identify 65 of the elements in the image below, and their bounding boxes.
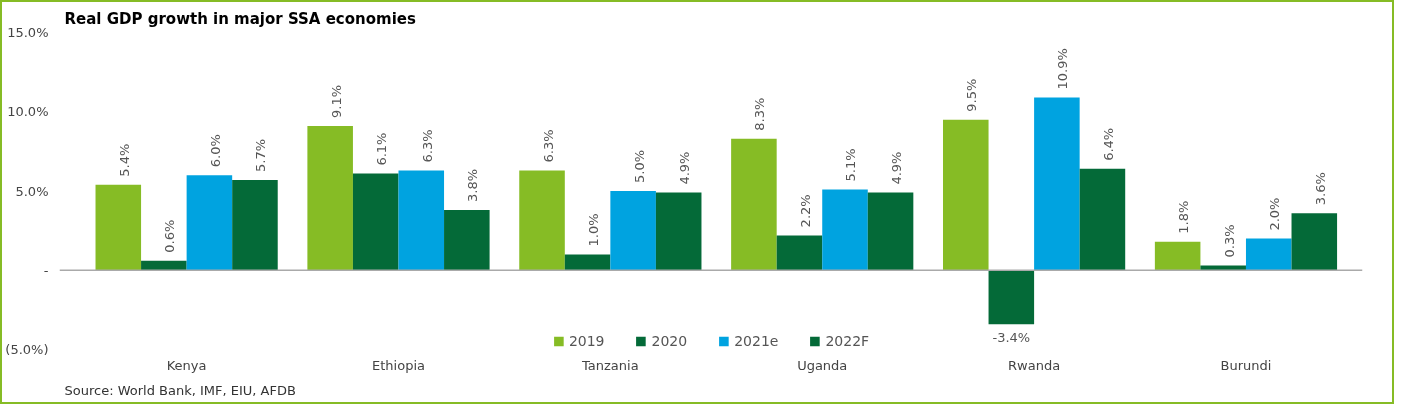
bar (95, 184, 142, 271)
data-label: 4.9% (677, 151, 693, 185)
bar (943, 119, 989, 271)
x-tick-label: Kenya (166, 357, 207, 373)
bar (444, 210, 490, 271)
x-tick-label: Ethiopia (372, 357, 425, 373)
bar (186, 175, 233, 271)
data-label: 1.8% (1176, 200, 1192, 234)
bar (867, 192, 914, 271)
data-label: 8.3% (752, 97, 768, 131)
bar (1079, 168, 1126, 271)
data-label: 5.4% (116, 143, 132, 177)
data-label: 2.0% (1267, 197, 1283, 231)
data-label: 0.6% (162, 219, 178, 253)
data-label: 5.7% (253, 138, 269, 172)
data-label: 9.1% (328, 84, 344, 119)
bar (519, 170, 565, 271)
data-label: 6.4% (1100, 127, 1116, 161)
bar (988, 270, 1035, 325)
data-label: 2.2% (797, 194, 813, 228)
data-label: 3.6% (1312, 172, 1328, 206)
x-tick-label: Rwanda (1008, 357, 1061, 373)
bar (655, 192, 702, 271)
bar (1034, 97, 1080, 271)
legend-label: 2019 (568, 333, 605, 349)
x-tick-label: Burundi (1220, 357, 1272, 373)
data-label: 5.1% (843, 148, 859, 182)
bar (776, 235, 823, 271)
data-label: 6.0% (207, 134, 223, 168)
y-tick-label: 15.0% (7, 25, 49, 40)
bar (307, 126, 353, 271)
bar (141, 260, 187, 271)
legend-label: 2020 (651, 333, 688, 349)
data-label: -3.4% (992, 330, 1031, 346)
legend-label: 2021e (734, 333, 779, 349)
y-tick-label: 10.0% (7, 104, 49, 120)
y-tick-label: - (43, 262, 49, 278)
bar (610, 191, 656, 271)
bar (1154, 241, 1201, 271)
bar (822, 189, 868, 271)
y-tick-label: (5.0%) (5, 342, 49, 357)
data-label: 6.3% (419, 129, 435, 163)
legend-label: 2022F (825, 333, 870, 349)
bar (1245, 238, 1292, 271)
x-tick-label: Tanzania (581, 357, 639, 373)
bar (731, 138, 777, 271)
bar (1200, 265, 1246, 271)
data-label: 6.3% (540, 129, 556, 163)
bar (398, 170, 445, 271)
data-label: 3.8% (465, 168, 481, 203)
bar (232, 179, 278, 271)
bar (352, 173, 399, 271)
data-label: 4.9% (889, 151, 905, 185)
data-label: 5.0% (631, 149, 647, 183)
chart-title: Real GDP growth in major SSA economies (64, 9, 416, 28)
bar (1291, 213, 1338, 271)
data-label: 10.9% (1055, 48, 1071, 90)
data-label: 1.0% (586, 213, 602, 247)
x-tick-label: Uganda (797, 357, 848, 373)
data-label: 6.1% (374, 132, 390, 166)
source-note: Source: World Bank, IMF, EIU, AFDB (64, 382, 296, 398)
bar (564, 254, 611, 271)
data-label: 0.3% (1221, 224, 1237, 258)
data-label: 9.5% (964, 78, 980, 112)
y-tick-label: 5.0% (15, 183, 49, 199)
